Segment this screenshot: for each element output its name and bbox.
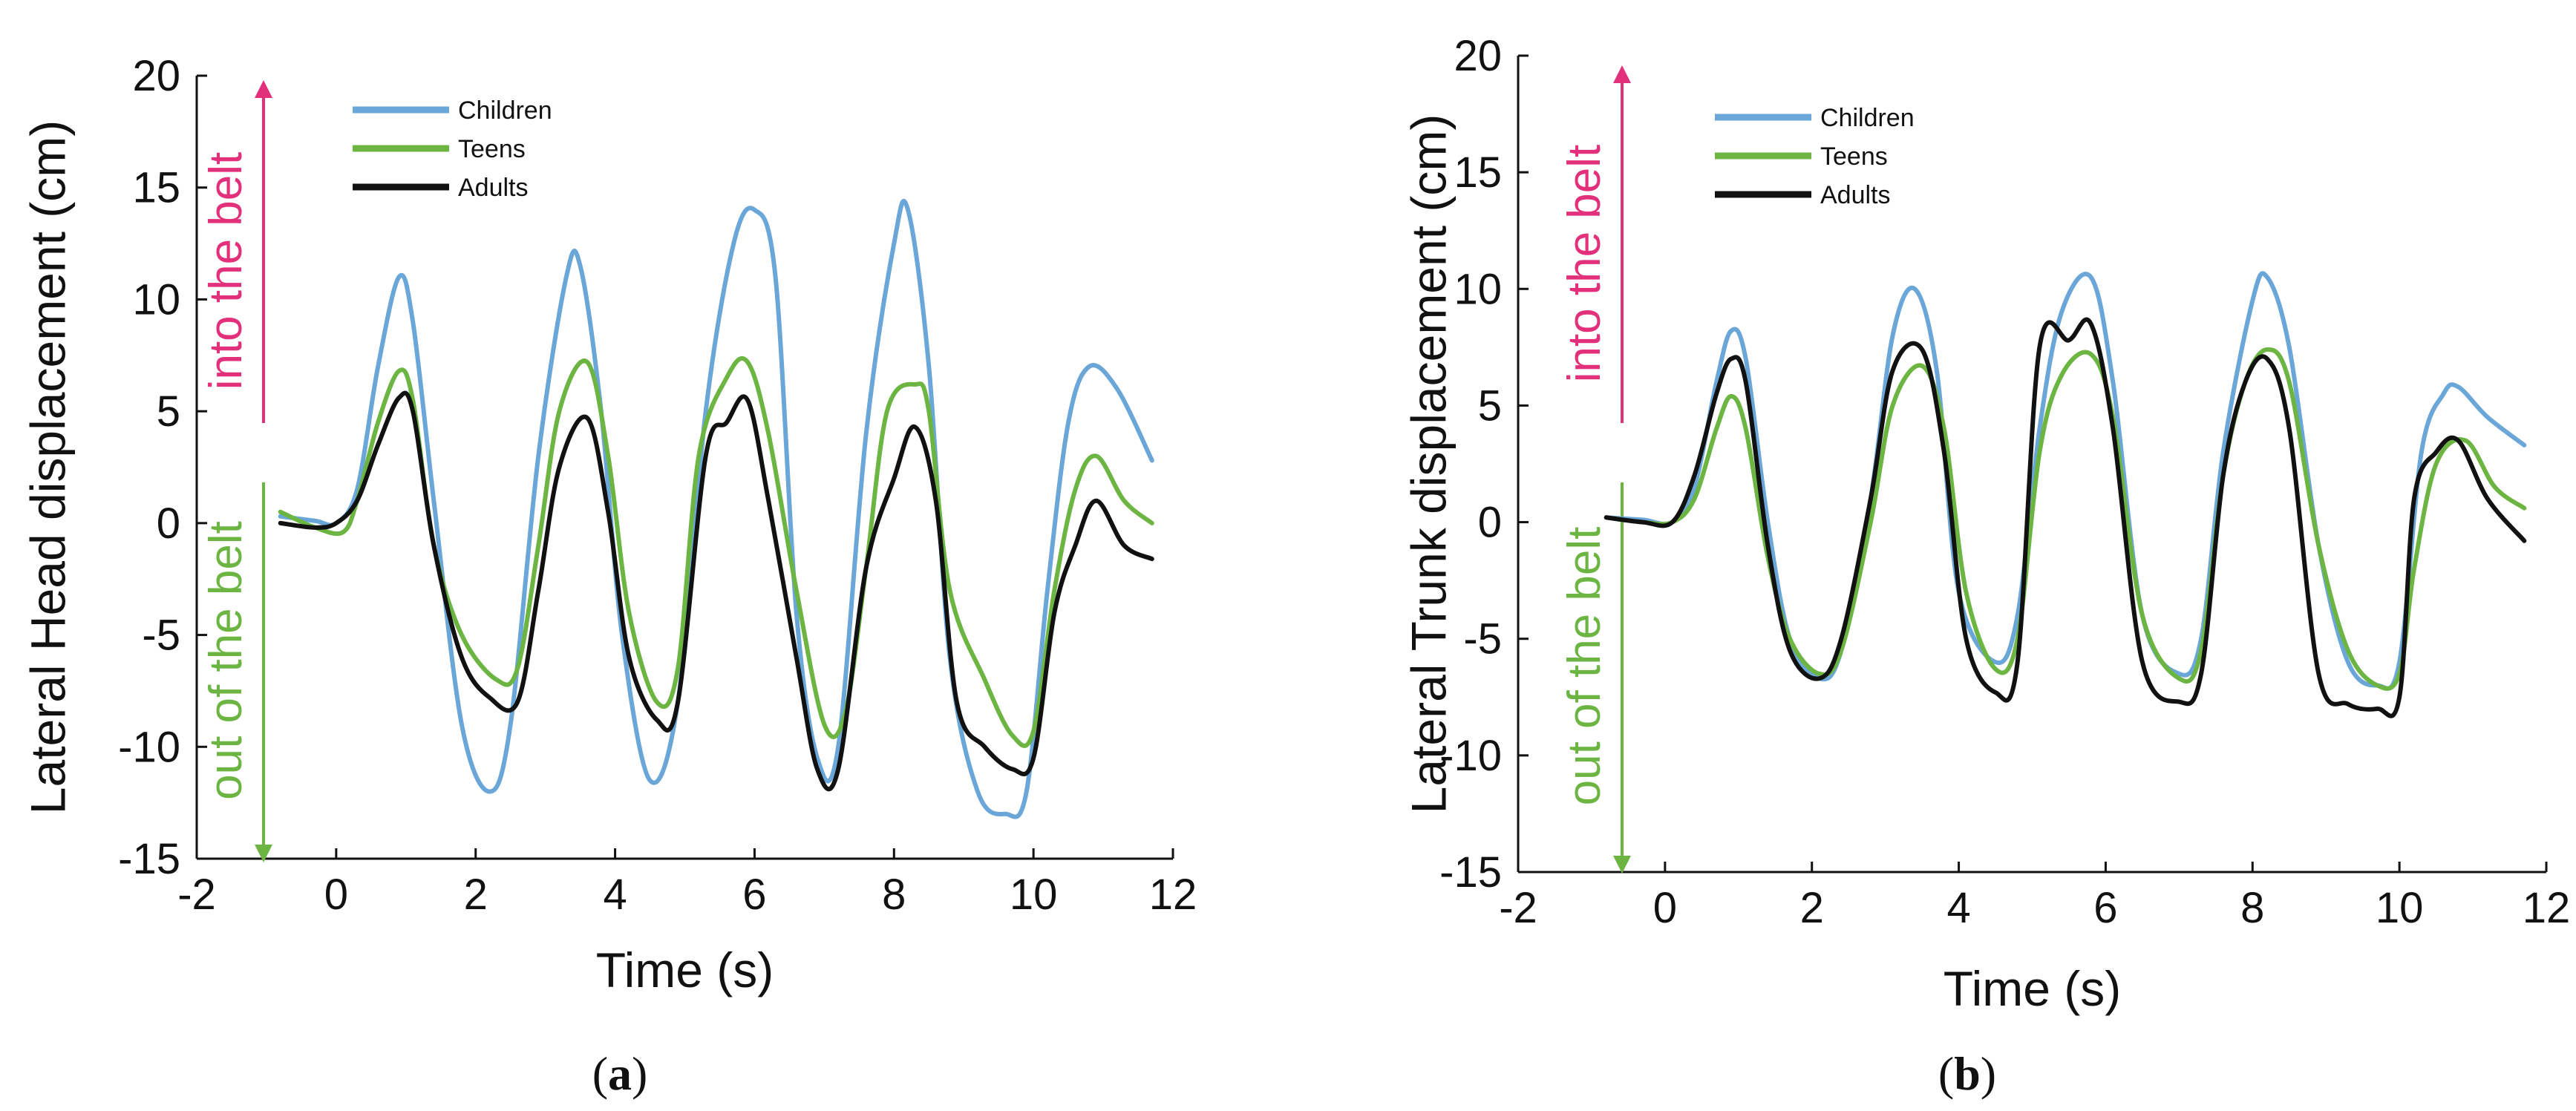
x-axis-title: Time (s) bbox=[596, 943, 774, 997]
series-line-teens bbox=[278, 355, 1154, 748]
x-tick-label: 12 bbox=[1149, 871, 1197, 919]
y-axis-title: Lateral Head displacement (cm) bbox=[20, 120, 75, 814]
x-tick-label: 2 bbox=[1800, 884, 1824, 932]
y-tick-label: 5 bbox=[1478, 381, 1502, 430]
into-belt-label: into the belt bbox=[200, 152, 252, 390]
legend-label-adults: Adults bbox=[458, 174, 529, 202]
y-tick-label: -5 bbox=[142, 612, 180, 660]
y-tick-label: -10 bbox=[1439, 732, 1502, 780]
y-axis-title: Lateral Trunk displacement (cm) bbox=[1401, 114, 1456, 814]
series-line-adults bbox=[278, 390, 1154, 792]
y-tick-label: 15 bbox=[1454, 148, 1502, 197]
x-tick-label: 10 bbox=[1010, 871, 1058, 919]
y-tick-label: 5 bbox=[157, 387, 180, 436]
x-tick-label: 12 bbox=[2523, 884, 2571, 932]
x-tick-label: -2 bbox=[177, 871, 216, 919]
into-belt-label: into the belt bbox=[1559, 145, 1610, 383]
out-of-belt-label: out of the belt bbox=[1559, 527, 1610, 806]
x-tick-label: 6 bbox=[742, 871, 766, 919]
x-tick-label: -2 bbox=[1499, 884, 1537, 932]
y-tick-label: -10 bbox=[118, 723, 180, 771]
panel-caption: (a) bbox=[592, 1047, 648, 1100]
out-of-belt-label: out of the belt bbox=[200, 521, 252, 800]
y-tick-label: -15 bbox=[1439, 848, 1502, 897]
panel-b: -15 -10 -5 0 5 10 15 20 -2 0 2 4 6 8 10 12 Lateral Trunk… bbox=[1401, 32, 2570, 1100]
legend: Children Teens Adults bbox=[1715, 104, 1915, 209]
series-line-teens bbox=[1604, 347, 2527, 691]
y-tick-label: -5 bbox=[1463, 615, 1502, 663]
x-tick-label: 6 bbox=[2093, 884, 2117, 932]
x-axis-title: Time (s) bbox=[1944, 961, 2122, 1016]
panel-a: -15 -10 -5 0 5 10 15 20 -2 0 2 4 6 8 10 12 Lateral Head … bbox=[20, 52, 1197, 1100]
x-tick-label: 4 bbox=[603, 871, 627, 919]
legend-label-children: Children bbox=[1820, 104, 1915, 132]
panel-caption: (b) bbox=[1938, 1047, 1996, 1100]
y-tick-label: 0 bbox=[157, 499, 180, 548]
y-tick-label: 15 bbox=[132, 164, 180, 212]
legend-label-teens: Teens bbox=[1820, 142, 1888, 171]
x-tick-label: 4 bbox=[1946, 884, 1970, 932]
y-tick-label: -15 bbox=[118, 835, 180, 883]
x-tick-label: 0 bbox=[1653, 884, 1677, 932]
y-tick-label: 0 bbox=[1478, 499, 1502, 547]
x-tick-label: 10 bbox=[2376, 884, 2424, 932]
x-tick-label: 2 bbox=[464, 871, 488, 919]
y-tick-label: 10 bbox=[1454, 265, 1502, 313]
x-tick-label: 8 bbox=[2240, 884, 2264, 932]
x-tick-label: 8 bbox=[882, 871, 906, 919]
x-tick-label: 0 bbox=[324, 871, 348, 919]
legend-label-children: Children bbox=[458, 96, 552, 125]
legend: Children Teens Adults bbox=[353, 96, 552, 202]
series-line-adults bbox=[1604, 317, 2527, 718]
legend-label-adults: Adults bbox=[1820, 181, 1891, 209]
y-tick-label: 20 bbox=[132, 52, 180, 100]
y-tick-label: 20 bbox=[1454, 32, 1502, 80]
series-line-children bbox=[1604, 271, 2527, 691]
series-line-children bbox=[278, 199, 1154, 819]
y-tick-label: 10 bbox=[132, 275, 180, 324]
legend-label-teens: Teens bbox=[458, 135, 526, 163]
